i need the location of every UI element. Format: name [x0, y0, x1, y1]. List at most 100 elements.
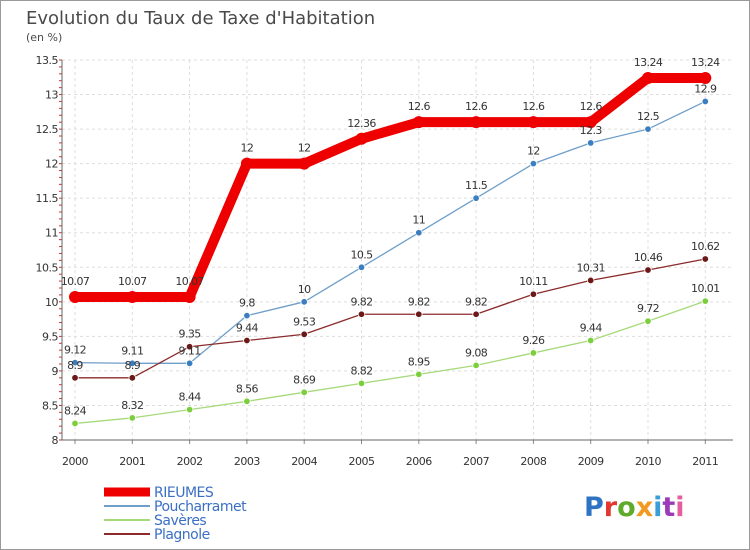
point-poucharramet [71, 358, 79, 367]
legend-label: Poucharramet [154, 499, 247, 515]
point-rieumes [584, 116, 597, 129]
y-tick-label: 11 [45, 227, 58, 240]
x-tick-label: 2011 [692, 455, 718, 468]
data-label-sav-res: 9.26 [522, 334, 545, 347]
data-label-plagnole: 10.11 [519, 275, 548, 288]
data-label-poucharramet: 12 [527, 145, 540, 158]
y-tick-label: 13.5 [36, 54, 59, 67]
logo-letter: t [662, 492, 675, 523]
point-sav-res [128, 414, 136, 422]
chart-title: Evolution du Taux de Taxe d'Habitation [26, 8, 375, 29]
series-line-poucharramet [74, 100, 706, 364]
x-tick-label: 2002 [177, 455, 203, 468]
data-label-plagnole: 9.53 [293, 315, 316, 328]
data-label-sav-res: 10.01 [691, 282, 720, 295]
point-rieumes [642, 71, 654, 84]
legend-label: Plagnole [154, 527, 210, 543]
point-plagnole [185, 343, 194, 351]
data-label-sav-res: 9.08 [465, 346, 488, 359]
point-poucharramet [472, 194, 480, 202]
data-label-rieumes: 12.6 [522, 100, 545, 113]
point-rieumes [183, 290, 196, 303]
data-label-plagnole: 8.9 [67, 359, 83, 372]
point-rieumes [527, 116, 540, 129]
point-plagnole [128, 374, 136, 382]
data-label-plagnole: 10.62 [691, 240, 720, 253]
logo-letter: o [617, 492, 636, 523]
point-poucharramet [357, 263, 366, 271]
point-sav-res [71, 419, 79, 428]
data-label-poucharramet: 10 [298, 283, 311, 296]
y-tick-label: 10.5 [36, 261, 59, 274]
logo-letter: i [653, 492, 662, 523]
x-tick-label: 2006 [406, 455, 432, 468]
point-sav-res [185, 405, 194, 414]
point-poucharramet [243, 311, 251, 320]
point-sav-res [243, 397, 251, 406]
series-line-rieumes [70, 72, 711, 302]
point-plagnole [472, 310, 480, 318]
point-poucharramet [415, 229, 423, 237]
data-label-rieumes: 12.6 [465, 100, 488, 113]
series-line-plagnole [74, 258, 706, 379]
data-label-poucharramet: 12.3 [580, 124, 603, 137]
data-label-sav-res: 8.69 [293, 373, 316, 386]
data-label-poucharramet: 12.5 [637, 110, 660, 123]
data-label-rieumes: 10.07 [118, 275, 147, 288]
data-label-rieumes: 10.07 [61, 275, 90, 288]
logo-letter: r [604, 492, 618, 523]
point-rieumes [69, 290, 81, 303]
point-plagnole [357, 310, 366, 318]
legend-label: RIEUMES [154, 485, 214, 501]
point-plagnole [243, 336, 251, 345]
data-label-rieumes: 10.07 [175, 275, 204, 288]
data-label-poucharramet: 10.5 [350, 248, 373, 261]
x-tick-label: 2009 [578, 455, 604, 468]
data-label-plagnole: 8.9 [124, 359, 140, 372]
y-tick-label: 8 [52, 434, 59, 447]
data-label-poucharramet: 11 [412, 214, 425, 227]
y-tick-label: 10 [45, 296, 58, 309]
data-label-rieumes: 12 [240, 142, 253, 155]
x-tick-label: 2003 [234, 455, 260, 468]
data-label-poucharramet: 11.5 [465, 179, 488, 192]
point-sav-res [587, 336, 595, 345]
data-label-plagnole: 9.35 [179, 328, 202, 341]
point-rieumes [699, 71, 712, 84]
point-plagnole [701, 255, 709, 263]
data-label-rieumes: 13.24 [691, 56, 720, 69]
point-sav-res [472, 361, 480, 370]
y-tick-label: 12 [45, 158, 58, 171]
point-sav-res [701, 297, 709, 305]
point-poucharramet [587, 139, 595, 147]
y-tick-label: 9.5 [42, 330, 58, 343]
data-label-poucharramet: 9.11 [121, 344, 143, 357]
y-tick-label: 9 [52, 365, 59, 378]
y-tick-label: 13 [45, 89, 58, 102]
data-label-sav-res: 8.32 [121, 399, 143, 412]
point-plagnole [529, 290, 538, 298]
y-tick-label: 12.5 [36, 123, 59, 136]
data-label-plagnole: 9.82 [408, 295, 430, 308]
point-poucharramet [185, 359, 194, 368]
data-label-poucharramet: 9.11 [179, 344, 201, 357]
point-sav-res [300, 388, 308, 397]
logo-letter: i [675, 492, 684, 523]
y-tick-label: 11.5 [36, 192, 59, 205]
point-plagnole [300, 330, 308, 338]
data-label-sav-res: 8.56 [236, 382, 259, 395]
point-sav-res [529, 349, 538, 357]
point-poucharramet [644, 125, 652, 133]
point-sav-res [644, 317, 652, 325]
point-plagnole [71, 374, 79, 382]
x-tick-label: 2001 [119, 455, 145, 468]
data-label-plagnole: 9.44 [236, 322, 259, 335]
x-tick-label: 2000 [62, 455, 88, 468]
x-tick-label: 2004 [291, 455, 317, 468]
point-rieumes [126, 290, 139, 303]
data-label-plagnole: 10.31 [576, 261, 605, 274]
data-label-poucharramet: 9.12 [64, 344, 86, 357]
point-rieumes [298, 157, 311, 170]
data-label-sav-res: 8.24 [64, 404, 87, 417]
